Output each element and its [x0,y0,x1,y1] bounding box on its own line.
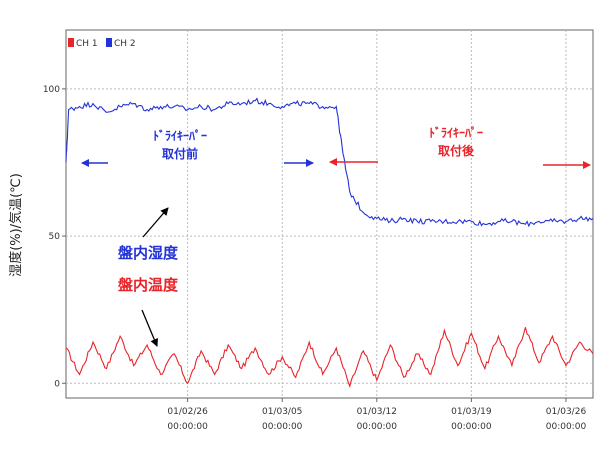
x-tick-date-label: 01/03/19 [451,407,492,417]
annotation-before-line1: ﾄﾞﾗｲｷｰﾊﾟｰ [153,128,207,143]
x-tick-date-label: 01/02/26 [167,407,208,417]
x-tick-time-label: 00:00:00 [167,422,208,432]
x-tick-time-label: 00:00:00 [451,422,492,432]
x-tick-date-label: 01/03/12 [357,407,397,417]
annotation-before: ﾄﾞﾗｲｷｰﾊﾟｰ 取付前 [81,128,314,167]
arrow-temperature [141,309,158,347]
annotation-after-line2: 取付後 [438,143,475,158]
legend-swatch-ch2 [106,38,112,47]
annotation-temperature: 盤内温度 [117,276,179,294]
annotation-before-line2: 取付前 [162,146,198,161]
legend-swatch-ch1 [68,38,74,47]
x-tick-date-label: 01/03/26 [546,407,587,417]
arrow-humidity [142,207,169,238]
legend-label-ch1: CH 1 [76,39,98,49]
annotation-after-line1: ﾄﾞﾗｲｷｰﾊﾟｰ [429,125,483,140]
x-tick-date-label: 01/03/05 [262,407,302,417]
legend: CH 1 CH 2 [68,38,136,49]
x-axis-ticks: 01/02/26 00:00:00 01/03/05 00:00:00 01/03/12… [167,398,586,432]
grid-lines [66,30,593,398]
y-tick-label: 100 [43,85,60,95]
y-tick-label: 50 [49,232,61,242]
x-tick-time-label: 00:00:00 [546,422,587,432]
series-line-ch1 [65,327,594,388]
series-lines [65,97,594,388]
y-tick-label: 0 [54,379,60,389]
y-axis-label: 湿度(%)/気温(℃) [8,173,24,277]
plot-area [65,29,594,399]
y-axis-ticks: 0 50 100 [43,85,66,389]
series-line-ch2 [65,97,594,228]
x-tick-time-label: 00:00:00 [357,422,398,432]
annotation-after: ﾄﾞﾗｲｷｰﾊﾟｰ 取付後 [329,125,591,169]
legend-label-ch2: CH 2 [114,39,136,49]
annotation-humidity: 盤内湿度 [117,244,179,262]
x-tick-time-label: 00:00:00 [262,422,303,432]
